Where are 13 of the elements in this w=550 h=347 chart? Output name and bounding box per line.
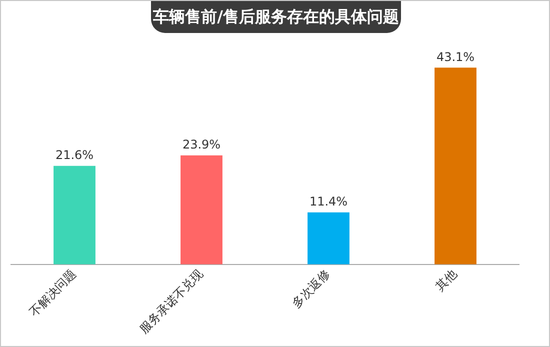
bar [434,68,476,264]
data-label: 43.1% [436,50,475,64]
bar [180,155,222,264]
bar [308,212,350,264]
x-tick-label: 服务承诺不兑现 [136,266,206,336]
data-label: 11.4% [309,194,348,209]
data-label: 23.9% [182,137,221,152]
data-label: 21.6% [55,148,94,162]
x-tick-label: 其他 [432,266,460,294]
chart-title: 车辆售前/售后服务存在的具体问题 [151,1,401,33]
x-tick-label: 不解决问题 [26,266,79,320]
x-tick-label: 多次返修 [288,266,333,311]
bar [54,166,96,264]
